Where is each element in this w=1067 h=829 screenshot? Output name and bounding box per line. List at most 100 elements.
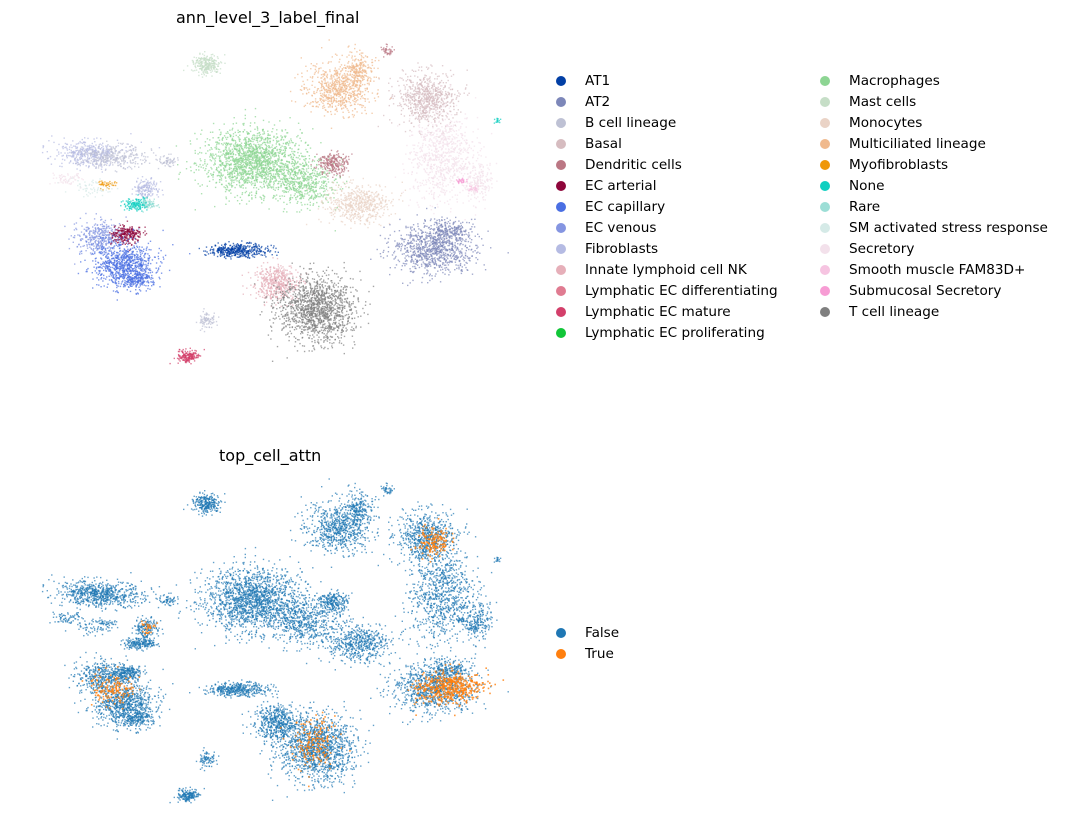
legend-marker-icon: [820, 181, 830, 191]
legend-marker-icon: [556, 628, 566, 638]
legend-label: None: [849, 177, 884, 195]
legend-label: Fibroblasts: [585, 240, 658, 258]
legend-label: Myofibroblasts: [849, 156, 948, 174]
cluster-points: [329, 482, 380, 527]
panel2-title: top_cell_attn: [219, 446, 321, 465]
legend-marker-icon: [556, 181, 566, 191]
cluster-points: [169, 786, 205, 804]
legend-marker-icon: [820, 118, 830, 128]
cluster-points: [49, 611, 84, 628]
legend-label: True: [585, 645, 614, 663]
cluster-points: [109, 220, 148, 252]
umap-scatter-top-cell-attn: [41, 478, 509, 804]
cluster-points: [394, 522, 493, 680]
legend-label: AT2: [585, 93, 610, 111]
cluster-points: [370, 207, 509, 287]
legend-marker-icon: [556, 286, 566, 296]
legend-label: EC arterial: [585, 177, 657, 195]
legend-marker-icon: [820, 223, 830, 233]
legend-marker-icon: [820, 307, 830, 317]
cluster-points: [310, 588, 353, 617]
cluster-points: [175, 546, 344, 652]
cluster-points: [111, 262, 160, 295]
cluster-points: [289, 478, 392, 568]
cluster-points: [380, 482, 395, 497]
legend-marker-icon: [556, 202, 566, 212]
cluster-points: [253, 261, 375, 362]
legend-label: Multiciliated lineage: [849, 135, 986, 153]
cluster-points: [468, 624, 479, 632]
legend-label: False: [585, 624, 619, 642]
cluster-points: [98, 180, 118, 191]
legend-label: Basal: [585, 135, 622, 153]
legend-marker-icon: [556, 307, 566, 317]
legend-label: Mast cells: [849, 93, 916, 111]
legend-label: EC capillary: [585, 198, 665, 216]
cluster-points: [198, 240, 279, 260]
legend-marker-icon: [556, 244, 566, 254]
cluster-points: [139, 636, 160, 652]
legend-marker-icon: [556, 223, 566, 233]
legend-cell-types: AT1 AT2 B cell lineage Basal Dendritic cells…: [556, 72, 1061, 352]
cluster-points: [156, 592, 179, 609]
legend-marker-icon: [556, 649, 566, 659]
panel1-title: ann_level_3_label_final: [176, 8, 359, 27]
cluster-points: [139, 197, 160, 213]
legend-marker-icon: [820, 202, 830, 212]
legend-marker-icon: [556, 118, 566, 128]
cluster-points: [195, 747, 220, 772]
cluster-points: [70, 140, 157, 173]
cluster-points: [198, 679, 279, 699]
legend-marker-icon: [556, 97, 566, 107]
cluster-points: [456, 587, 498, 655]
cluster-points: [377, 62, 470, 138]
legend-marker-icon: [556, 265, 566, 275]
legend-label: Dendritic cells: [585, 156, 682, 174]
legend-marker-icon: [556, 139, 566, 149]
legend-marker-icon: [820, 139, 830, 149]
legend-top-cell-attn: False True: [556, 624, 756, 674]
legend-marker-icon: [820, 286, 830, 296]
cluster-points: [253, 591, 350, 671]
legend-marker-icon: [820, 76, 830, 86]
highlight-points: [81, 518, 505, 788]
cluster-points: [305, 176, 407, 229]
cluster-points: [456, 148, 498, 216]
cluster-points: [455, 177, 468, 185]
legend-label: Submucosal Secretory: [849, 282, 1001, 300]
cluster-points: [183, 51, 226, 78]
cluster-points: [380, 43, 395, 58]
cluster-points: [57, 174, 119, 198]
legend-marker-icon: [820, 97, 830, 107]
legend-marker-icon: [820, 244, 830, 254]
cluster-points: [289, 39, 392, 129]
cluster-points: [70, 579, 157, 612]
cluster-points: [131, 176, 164, 199]
cluster-points: [305, 615, 407, 668]
legend-label: SM activated stress response: [849, 219, 1048, 237]
cluster-points: [455, 616, 468, 624]
cluster-points: [468, 185, 479, 193]
legend-marker-icon: [820, 160, 830, 170]
cluster-points: [183, 490, 226, 517]
legend-marker-icon: [556, 76, 566, 86]
legend-marker-icon: [556, 328, 566, 338]
cluster-points: [57, 613, 119, 637]
cluster-points: [329, 43, 380, 88]
legend-label: B cell lineage: [585, 114, 676, 132]
cluster-points: [241, 696, 314, 747]
cluster-points: [98, 619, 118, 630]
legend-label: Lymphatic EC mature: [585, 303, 731, 321]
legend-label: T cell lineage: [849, 303, 939, 321]
legend-label: Smooth muscle FAM83D+: [849, 261, 1025, 279]
cluster-points: [169, 347, 205, 365]
legend-label: Monocytes: [849, 114, 922, 132]
legend-label: Secretory: [849, 240, 914, 258]
legend-label: AT1: [585, 72, 610, 90]
cluster-points: [77, 228, 191, 301]
cluster-points: [415, 217, 489, 250]
cluster-points: [49, 172, 84, 189]
legend-marker-icon: [556, 160, 566, 170]
cluster-points: [493, 117, 502, 124]
cluster-points: [310, 149, 353, 178]
